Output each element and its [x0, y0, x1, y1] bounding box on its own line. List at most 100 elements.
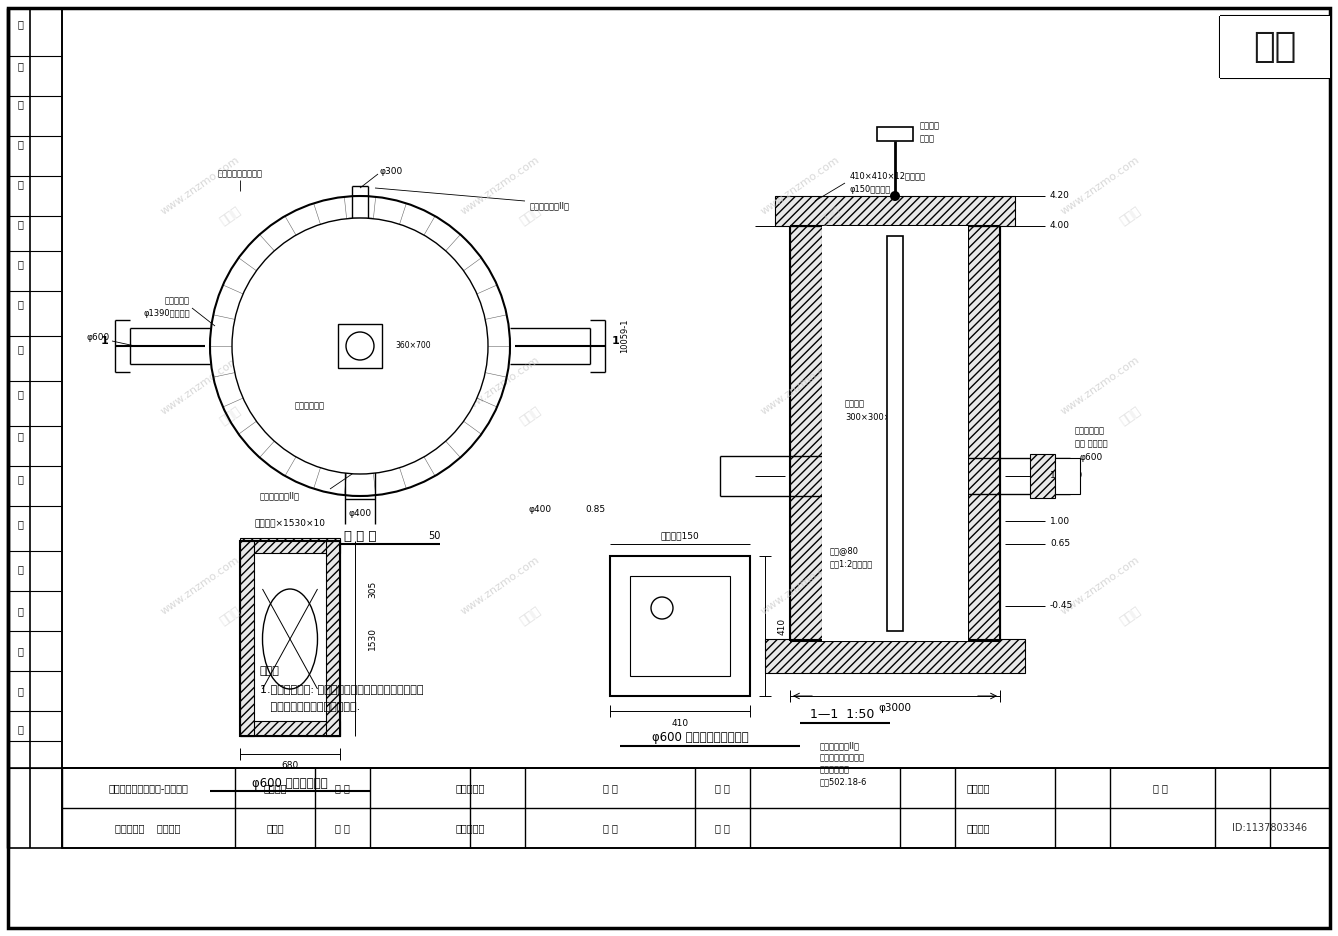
- Text: 刚性防水套管: 刚性防水套管: [1074, 427, 1105, 435]
- Text: www.znzmo.com: www.znzmo.com: [159, 355, 241, 417]
- Text: 纸: 纸: [17, 99, 23, 109]
- Bar: [240, 541, 254, 736]
- Text: 知末网: 知末网: [818, 404, 843, 428]
- Text: φ600 闸门预埋钢板: φ600 闸门预埋钢板: [252, 777, 328, 789]
- Text: 305: 305: [368, 581, 377, 598]
- Text: 吊钩门: 吊钩门: [921, 135, 935, 143]
- Bar: [62, 768, 1330, 848]
- Text: 口: 口: [17, 474, 23, 484]
- Text: 图: 图: [17, 61, 23, 71]
- Bar: [1220, 16, 1330, 78]
- Text: www.znzmo.com: www.znzmo.com: [1058, 555, 1141, 617]
- Text: 玻璃钢单面板: 玻璃钢单面板: [294, 402, 325, 411]
- Text: www.znzmo.com: www.znzmo.com: [459, 355, 541, 417]
- Text: φ1390中心开孔: φ1390中心开孔: [143, 310, 190, 318]
- Text: www.znzmo.com: www.znzmo.com: [759, 355, 842, 417]
- Bar: [775, 196, 1016, 226]
- Text: -0.45: -0.45: [1050, 602, 1073, 610]
- Bar: [789, 226, 822, 641]
- Text: 知末网: 知末网: [516, 605, 543, 628]
- Text: 知末网: 知末网: [1117, 404, 1143, 428]
- Text: φ600: φ600: [1060, 472, 1084, 480]
- Text: 制 图: 制 图: [714, 823, 729, 833]
- Text: www.znzmo.com: www.znzmo.com: [159, 555, 241, 617]
- Bar: [240, 721, 340, 736]
- Text: 1: 1: [100, 336, 108, 346]
- Text: www.znzmo.com: www.znzmo.com: [459, 555, 541, 617]
- Text: 口: 口: [17, 219, 23, 229]
- Bar: [630, 576, 731, 676]
- Bar: [1054, 458, 1080, 494]
- Text: 料: 料: [17, 646, 23, 656]
- Text: www.znzmo.com: www.znzmo.com: [459, 155, 541, 217]
- Text: 污水阀门井    平剖面图: 污水阀门井 平剖面图: [115, 823, 181, 833]
- Text: φ600: φ600: [1080, 454, 1104, 462]
- Text: 50: 50: [428, 531, 440, 541]
- Bar: [967, 226, 999, 641]
- Bar: [1030, 454, 1054, 498]
- Text: φ300: φ300: [380, 167, 403, 175]
- Text: 项目编号: 项目编号: [966, 783, 990, 793]
- Text: 刚性防水套管II型: 刚性防水套管II型: [820, 741, 860, 751]
- Text: 所注标高为室外地坪绝对标高.: 所注标高为室外地坪绝对标高.: [260, 702, 360, 712]
- Text: 300×300×12: 300×300×12: [846, 413, 902, 421]
- Text: www.znzmo.com: www.znzmo.com: [1058, 155, 1141, 217]
- Text: 目: 目: [17, 139, 23, 149]
- Text: 参考龙泰三管道采用: 参考龙泰三管道采用: [820, 753, 864, 763]
- Bar: [240, 541, 340, 736]
- Text: 知末网: 知末网: [516, 404, 543, 428]
- Text: 录: 录: [17, 179, 23, 189]
- Text: 校 对: 校 对: [602, 823, 617, 833]
- Bar: [610, 556, 751, 696]
- Text: 审 定: 审 定: [334, 783, 349, 793]
- Text: 知末网: 知末网: [516, 204, 543, 227]
- Circle shape: [652, 597, 673, 619]
- Bar: [887, 236, 903, 631]
- Text: 中心开距150: 中心开距150: [661, 532, 700, 540]
- Text: 360×700: 360×700: [395, 342, 431, 350]
- Text: 料: 料: [17, 389, 23, 399]
- Text: 设计阶段: 设计阶段: [264, 783, 286, 793]
- Bar: [62, 8, 1330, 768]
- Text: 680: 680: [281, 762, 298, 770]
- Text: 1.本图尺寸单位: 除标高以米计外，其余均以毫米计。: 1.本图尺寸单位: 除标高以米计外，其余均以毫米计。: [260, 684, 424, 694]
- Text: 知末网: 知末网: [818, 605, 843, 628]
- Text: 康业路污水改造工程-污水泵站: 康业路污水改造工程-污水泵站: [108, 783, 187, 793]
- Circle shape: [231, 218, 488, 474]
- Text: 施工图: 施工图: [266, 823, 284, 833]
- Text: 知末网: 知末网: [217, 404, 244, 428]
- Circle shape: [890, 191, 900, 201]
- Text: 核 核: 核 核: [602, 783, 617, 793]
- Text: www.znzmo.com: www.znzmo.com: [759, 155, 842, 217]
- Text: 0.65: 0.65: [1050, 539, 1070, 548]
- Text: 410: 410: [672, 719, 689, 727]
- Text: 预埋钢套管: 预埋钢套管: [165, 297, 190, 305]
- Text: φ150中心开孔: φ150中心开孔: [850, 184, 891, 194]
- Text: 4.20: 4.20: [1050, 192, 1070, 200]
- Bar: [339, 324, 383, 368]
- Bar: [822, 226, 967, 641]
- Bar: [326, 541, 340, 736]
- Text: 刚性防水套管II型: 刚性防水套管II型: [260, 491, 300, 501]
- Text: 材: 材: [17, 606, 23, 616]
- Text: 知末网: 知末网: [217, 204, 244, 227]
- Text: 包塑超薄橡胶嵌缝槽: 包塑超薄橡胶嵌缝槽: [218, 169, 262, 179]
- Bar: [876, 127, 913, 141]
- Bar: [765, 639, 1025, 673]
- Text: 1.90: 1.90: [1050, 472, 1070, 480]
- Circle shape: [347, 332, 375, 360]
- Text: 1.00: 1.00: [1050, 517, 1070, 525]
- Text: 知末: 知末: [1254, 30, 1297, 64]
- Text: 预埋钢板: 预埋钢板: [846, 400, 864, 408]
- Text: φ600: φ600: [87, 333, 110, 343]
- Text: 采用1:2水泥砂浆: 采用1:2水泥砂浆: [830, 560, 874, 568]
- Text: 刚性 预埋墙头: 刚性 预埋墙头: [1074, 440, 1108, 448]
- Text: 专业负责人: 专业负责人: [455, 823, 484, 833]
- Text: 附: 附: [17, 724, 23, 734]
- Text: φ400: φ400: [529, 505, 551, 514]
- Text: 筋: 筋: [17, 564, 23, 574]
- Text: 垫层@80: 垫层@80: [830, 547, 859, 555]
- Text: 附: 附: [17, 19, 23, 29]
- Text: 0.85: 0.85: [585, 505, 605, 514]
- Text: 材: 材: [17, 344, 23, 354]
